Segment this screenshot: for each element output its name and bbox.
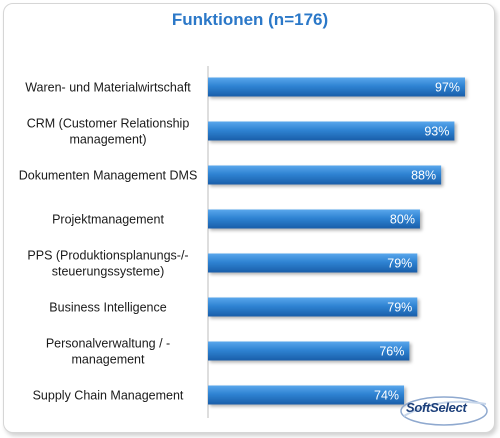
bar-value-label-0: 97% [435, 81, 460, 95]
chart-title: Funktionen (n=176) [171, 10, 329, 29]
bar-value-label-3: 80% [390, 213, 415, 227]
bar-value-label-1: 93% [424, 125, 449, 139]
category-label-3: Projektmanagement [52, 213, 164, 227]
bar-value-label-2: 88% [411, 169, 436, 183]
bar-value-label-6: 76% [379, 345, 404, 359]
bar-1 [208, 121, 455, 141]
bar-3 [208, 209, 420, 229]
bar-value-label-5: 79% [387, 301, 412, 315]
category-label-4: PPS (Produktionsplanungs-/-steuerungssys… [27, 249, 188, 279]
softselect-logo: SoftSelect [398, 392, 490, 430]
category-label-6: Personalverwaltung / -management [46, 337, 170, 367]
bar-4 [208, 253, 418, 273]
category-label-1: CRM (Customer Relationship management) [27, 117, 190, 147]
bar-value-label-4: 79% [387, 257, 412, 271]
bar-0 [208, 77, 465, 97]
category-label-0: Waren- und Materialwirtschaft [25, 81, 191, 95]
bar-2 [208, 165, 442, 185]
category-label-2: Dokumenten Management DMS [19, 169, 198, 183]
category-label-5: Business Intelligence [49, 301, 166, 315]
category-label-7: Supply Chain Management [33, 389, 184, 403]
bar-5 [208, 297, 418, 317]
bar-7 [208, 385, 405, 405]
bar-6 [208, 341, 410, 361]
logo-swoosh-icon [400, 396, 488, 426]
bar-value-label-7: 74% [374, 389, 399, 403]
logo-text: SoftSelect [406, 400, 467, 415]
